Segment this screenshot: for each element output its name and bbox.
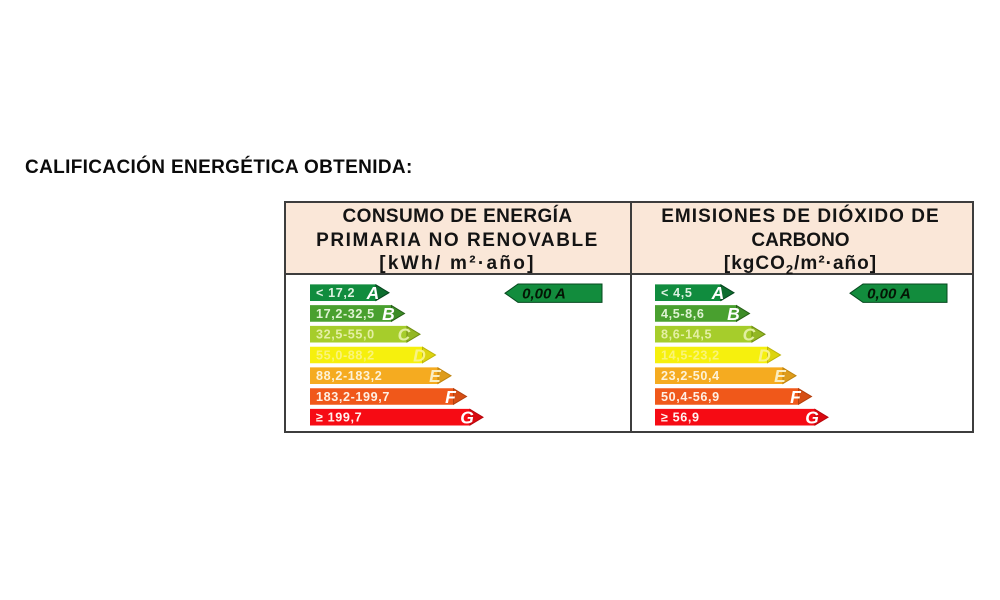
- svg-text:< 17,2: < 17,2: [316, 286, 355, 300]
- svg-text:E: E: [774, 366, 787, 386]
- svg-text:≥ 199,7: ≥ 199,7: [316, 411, 362, 425]
- svg-text:17,2-32,5: 17,2-32,5: [316, 307, 375, 321]
- svg-text:G: G: [460, 408, 474, 428]
- svg-text:55,0-88,2: 55,0-88,2: [316, 349, 375, 363]
- svg-text:B: B: [382, 304, 395, 324]
- svg-text:B: B: [727, 304, 740, 324]
- svg-text:A: A: [366, 283, 380, 303]
- svg-text:14,5-23,2: 14,5-23,2: [661, 349, 720, 363]
- svg-text:0,00 A: 0,00 A: [867, 285, 911, 302]
- svg-text:8,6-14,5: 8,6-14,5: [661, 328, 712, 342]
- svg-text:0,00 A: 0,00 A: [522, 285, 566, 302]
- svg-text:32,5-55,0: 32,5-55,0: [316, 328, 375, 342]
- svg-text:≥ 56,9: ≥ 56,9: [661, 411, 700, 425]
- svg-text:C: C: [743, 325, 756, 345]
- svg-text:F: F: [445, 387, 457, 407]
- svg-text:4,5-8,6: 4,5-8,6: [661, 307, 705, 321]
- svg-text:183,2-199,7: 183,2-199,7: [316, 390, 390, 404]
- svg-text:88,2-183,2: 88,2-183,2: [316, 369, 382, 383]
- svg-text:D: D: [413, 346, 426, 366]
- svg-text:50,4-56,9: 50,4-56,9: [661, 390, 720, 404]
- svg-text:D: D: [758, 346, 771, 366]
- svg-text:23,2-50,4: 23,2-50,4: [661, 369, 720, 383]
- svg-text:E: E: [429, 366, 442, 386]
- svg-text:G: G: [805, 408, 819, 428]
- svg-text:< 4,5: < 4,5: [661, 286, 692, 300]
- svg-text:C: C: [398, 325, 411, 345]
- svg-text:F: F: [790, 387, 802, 407]
- svg-text:A: A: [711, 283, 725, 303]
